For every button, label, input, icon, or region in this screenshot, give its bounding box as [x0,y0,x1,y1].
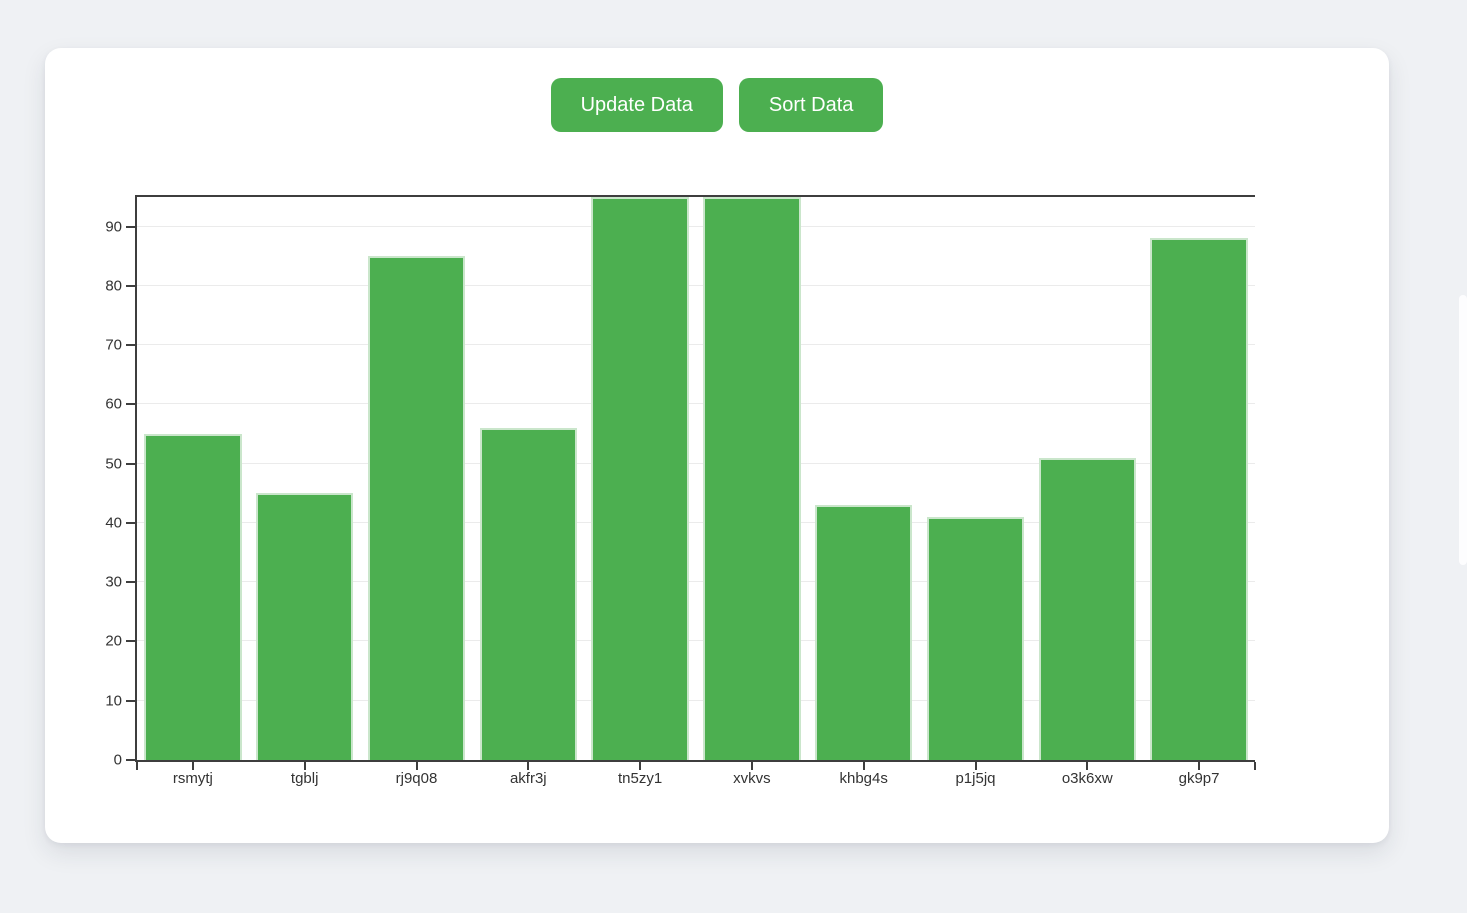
y-axis-tick [126,462,135,465]
y-axis-tick-label: 30 [105,573,122,591]
y-axis-tick [126,640,135,643]
bars [137,197,1255,760]
chart-card: Update Data Sort Data 0 10 20 30 40 50 60 70 80 9… [45,48,1389,843]
gridlines [137,197,1255,760]
y-axis-tick [126,759,135,761]
y-axis-tick [126,225,135,228]
bar-slot [137,197,249,760]
bar-slot [920,197,1032,760]
toolbar: Update Data Sort Data [45,78,1389,132]
bar-slot [361,197,473,760]
gridline [137,284,1255,286]
bar-gk9p7[interactable] [1150,238,1248,760]
x-axis-tick [862,762,865,770]
x-axis-labels: rsmytj tgblj rj9q08 akfr3j tn5zy1 xvkvs khbg4s… [137,770,1255,787]
bar-slot [249,197,361,760]
x-axis-tick [415,762,418,770]
x-axis-label: gk9p7 [1178,770,1220,787]
y-axis-tick [126,344,135,347]
gridline [137,225,1255,227]
x-axis-label: xvkvs [733,770,771,787]
bar-xvkvs[interactable] [703,197,801,760]
gridline [137,699,1255,701]
y-axis-tick-label: 60 [105,395,122,413]
x-axis-tick [639,762,642,770]
x-axis-label: o3k6xw [1061,770,1113,787]
scrollbar-thumb[interactable] [1459,295,1467,565]
bar-slot [584,197,696,760]
y-axis-tick [126,581,135,584]
x-axis-tick [136,762,138,770]
y-axis-tick-label: 40 [105,514,122,532]
bar-slot [1031,197,1143,760]
x-axis-label: khbg4s [839,770,888,787]
gridline [137,521,1255,523]
bar-rsmytj[interactable] [144,434,242,760]
bar-tgblj[interactable] [256,493,354,760]
gridline [137,462,1255,464]
x-axis-label: p1j5jq [955,770,996,787]
bar-slot [696,197,808,760]
x-axis-tick [1198,762,1201,770]
x-axis-label: rj9q08 [395,770,438,787]
x-axis-tick [191,762,194,770]
x-axis-tick [1086,762,1089,770]
update-data-button[interactable]: Update Data [550,78,723,132]
bar-rj9q08[interactable] [367,256,466,760]
y-axis-tick [126,699,135,702]
y-axis-tick-label: 0 [113,751,122,769]
bar-khbg4s[interactable] [815,505,913,760]
y-axis-tick-label: 20 [105,632,122,650]
gridline [137,344,1255,346]
bar-o3k6xw[interactable] [1038,457,1136,760]
x-axis-label: tgblj [290,770,319,787]
x-axis-tick [750,762,753,770]
y-axis-tick-label: 10 [105,692,122,710]
y-axis-tick-label: 80 [105,277,122,295]
bar-slot [1143,197,1255,760]
y-axis-tick-label: 50 [105,455,122,473]
y-axis-tick [126,403,135,406]
y-axis-tick-label: 70 [105,336,122,354]
bar-slot [472,197,584,760]
x-axis-label: tn5zy1 [617,770,663,787]
x-axis-tick [303,762,306,770]
gridline [137,581,1255,583]
gridline [137,403,1255,405]
gridline [137,640,1255,642]
x-axis-label: rsmytj [172,770,213,787]
x-axis-tick [527,762,530,770]
x-axis-tick [974,762,977,770]
bar-p1j5jq[interactable] [926,517,1025,760]
plot-area[interactable]: 0 10 20 30 40 50 60 70 80 90 [105,195,1256,770]
sort-data-button[interactable]: Sort Data [738,78,884,132]
x-axis-label: akfr3j [509,770,547,787]
bar-akfr3j[interactable] [479,428,577,760]
x-axis-tick [1254,762,1256,770]
y-axis-tick [126,521,135,524]
y-axis-tick [126,284,135,287]
y-axis-tick-label: 90 [105,218,122,236]
bar-slot [808,197,920,760]
bar-tn5zy1[interactable] [591,197,689,760]
